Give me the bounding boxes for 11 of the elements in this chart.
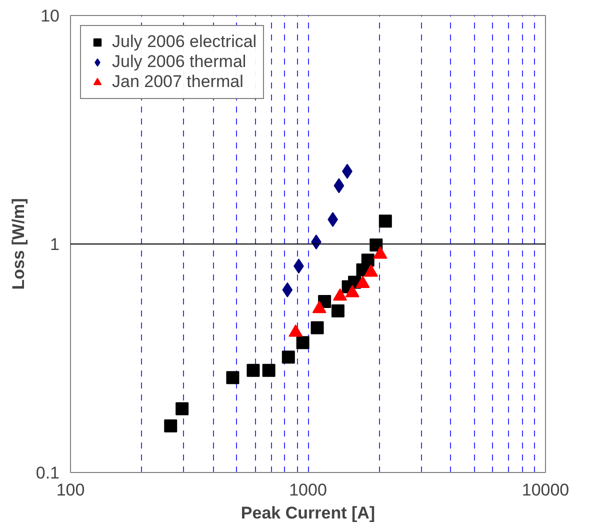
y-tick-label: 10 (40, 6, 60, 26)
x-tick-label: 100 (56, 480, 85, 500)
x-tick-label: 10000 (522, 480, 570, 500)
legend-label: July 2006 electrical (112, 32, 257, 52)
y-axis-title: Loss [W/m] (8, 198, 28, 290)
legend-label: July 2006 thermal (112, 52, 246, 72)
legend-label: Jan 2007 thermal (112, 72, 244, 92)
x-tick-label: 1000 (289, 480, 327, 500)
x-axis-title: Peak Current [A] (240, 504, 376, 522)
y-tick-label: 0.1 (36, 464, 60, 482)
y-tick-label: 1 (50, 235, 60, 254)
